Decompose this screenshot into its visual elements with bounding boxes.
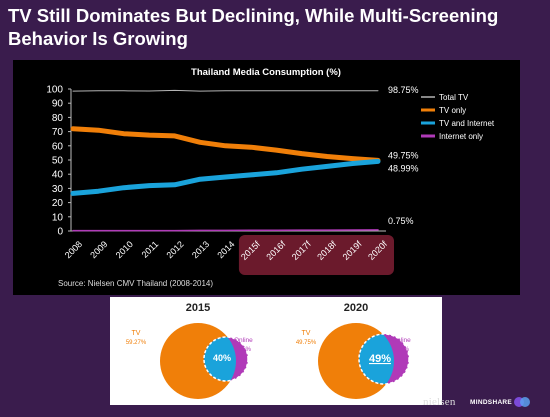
y-tick-label: 40: [52, 170, 64, 181]
series-line-total-tv: [72, 89, 379, 92]
venn-diagrams: 2015 40% TV 59.27% Online 0.36% 2020 49% TV 49.75…: [126, 302, 411, 399]
online-label: Online: [392, 337, 411, 344]
tv-label: TV: [132, 330, 141, 337]
end-value-label: 48.99%: [388, 163, 419, 173]
y-tick-label: 90: [52, 99, 64, 110]
overlap-region: [359, 334, 394, 384]
legend-entry: Internet only: [439, 132, 483, 141]
y-tick-label: 50: [52, 156, 64, 167]
forecast-band: [238, 235, 394, 275]
online-value: 0.75%: [392, 347, 410, 353]
legend-entry: TV and Internet: [439, 119, 495, 128]
series-line-internet-only: [72, 229, 379, 232]
y-tick-label: 20: [52, 198, 64, 209]
mindshare-mark-icon: [514, 397, 530, 407]
y-tick-label: 30: [52, 184, 64, 195]
line-chart-panel: Thailand Media Consumption (%) 0 10 20 30 40 5…: [13, 60, 520, 295]
tv-value: 59.27%: [126, 340, 147, 346]
overlap-value: 40%: [213, 353, 231, 363]
online-circle-outline: [203, 336, 249, 382]
online-label: Online: [234, 337, 253, 344]
x-tick-label: 2012: [165, 239, 186, 260]
tv-value: 49.75%: [296, 340, 317, 346]
venn-year: 2015: [186, 302, 210, 314]
tv-label: TV: [302, 330, 311, 337]
end-value-label: 98.75%: [388, 85, 419, 95]
venn-year: 2020: [344, 302, 368, 314]
y-tick-label: 100: [46, 85, 63, 96]
media-consumption-chart: Thailand Media Consumption (%) 0 10 20 30 40 5…: [46, 67, 495, 275]
x-tick-label: 2009: [88, 239, 109, 260]
y-tick-label: 10: [52, 212, 64, 223]
source-note: Source: Nielsen CMV Thailand (2008-2014): [58, 279, 214, 288]
nielsen-logo: nielsen: [423, 396, 456, 408]
mindshare-logo: MINDSHARE: [470, 399, 513, 406]
x-tick-label: 2010: [114, 239, 135, 260]
end-value-label: 0.75%: [388, 216, 414, 226]
overlap-value: 49%: [369, 353, 391, 365]
y-tick-label: 0: [57, 227, 63, 238]
y-tick-label: 80: [52, 113, 64, 124]
legend-entry: TV only: [439, 106, 466, 115]
x-tick-label: 2013: [190, 239, 211, 260]
x-tick-label: 2008: [63, 239, 84, 260]
legend-entry: Total TV: [439, 93, 469, 102]
y-tick-label: 60: [52, 141, 64, 152]
x-tick-label: 2014: [215, 239, 236, 260]
venn-panel: 2015 40% TV 59.27% Online 0.36% 2020 49% TV 49.75…: [110, 297, 442, 405]
online-circle-outline: [358, 333, 410, 385]
overlap-region: [204, 337, 236, 381]
chart-title: Thailand Media Consumption (%): [191, 67, 341, 78]
end-value-label: 49.75%: [388, 150, 419, 160]
x-tick-label: 2011: [140, 239, 161, 260]
series-line-tv-only: [70, 126, 381, 163]
y-tick-label: 70: [52, 127, 64, 138]
online-value: 0.36%: [234, 347, 252, 353]
series-line-tv-and-internet: [70, 158, 381, 196]
slide-title: TV Still Dominates But Declining, While …: [8, 5, 499, 49]
